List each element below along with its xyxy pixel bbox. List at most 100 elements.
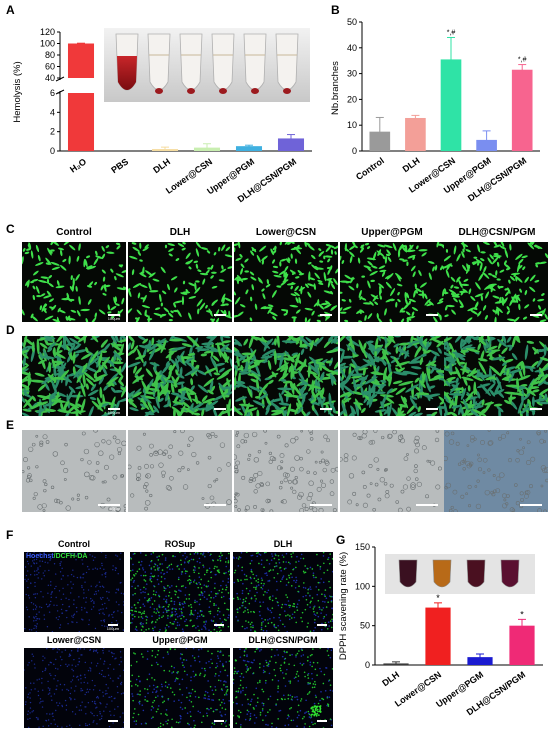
cell-mark: [400, 438, 406, 444]
cell-mark: [95, 590, 97, 593]
cell-mark: [348, 473, 355, 479]
cell-mark: [60, 608, 63, 611]
cell-mark: [178, 603, 181, 606]
cell-mark: [79, 553, 81, 555]
cell-mark: [33, 682, 35, 684]
micrograph: [130, 552, 230, 632]
cell-mark: [226, 674, 229, 677]
cell-mark: [488, 273, 492, 276]
cell-mark: [370, 371, 385, 376]
cell-mark: [138, 701, 140, 704]
cell-mark: [185, 659, 188, 661]
cell-mark: [47, 693, 50, 695]
cell-mark: [465, 391, 474, 403]
cell-mark: [51, 699, 53, 701]
cell-mark: [220, 596, 223, 599]
cell-mark: [297, 269, 303, 275]
cell-mark: [145, 583, 148, 585]
cell-mark: [167, 617, 169, 619]
cell-mark: [51, 713, 53, 715]
micrograph: [234, 336, 338, 416]
cell-mark: [253, 473, 259, 478]
cell-mark: [140, 574, 142, 577]
cell-mark: [255, 574, 258, 577]
cell-mark: [224, 722, 226, 724]
cell-mark: [33, 562, 35, 564]
cell-mark: [398, 380, 414, 386]
cell-mark: [251, 621, 253, 624]
cell-mark: [519, 437, 522, 441]
cell-mark: [98, 450, 104, 456]
cell-mark: [118, 663, 121, 666]
g-y-axis-label: DPPH scavening rate (%): [338, 552, 349, 660]
cell-mark: [188, 296, 197, 299]
cell-mark: [425, 340, 430, 351]
c-image-5: [444, 242, 548, 322]
cell-mark: [225, 586, 228, 589]
cell-mark: [63, 478, 67, 481]
cell-mark: [457, 405, 462, 416]
cell-mark: [543, 440, 546, 444]
cell-mark: [248, 478, 253, 483]
cell-mark: [235, 659, 238, 662]
cell-mark: [477, 453, 480, 457]
b-x-tick-label: Control: [354, 155, 386, 182]
cell-mark: [131, 585, 133, 588]
cell-mark: [430, 460, 436, 466]
cell-mark: [460, 348, 466, 356]
cell-mark: [240, 672, 243, 675]
cell-mark: [84, 607, 86, 609]
cell-mark: [379, 477, 385, 483]
cell-mark: [71, 711, 74, 713]
cell-mark: [190, 609, 193, 612]
cell-mark: [183, 666, 186, 669]
cell-mark: [158, 594, 160, 597]
cell-mark: [532, 408, 536, 416]
cell-mark: [265, 723, 267, 726]
cell-mark: [506, 368, 510, 377]
cell-mark: [414, 464, 418, 468]
cell-mark: [291, 352, 299, 356]
cell-mark: [120, 362, 126, 373]
cell-mark: [151, 603, 154, 605]
cell-mark: [215, 604, 217, 606]
cell-mark: [196, 298, 203, 307]
cell-mark: [90, 336, 99, 343]
cell-mark: [170, 614, 173, 617]
cell-mark: [98, 609, 100, 611]
cell-mark: [463, 368, 470, 374]
cell-mark: [204, 690, 207, 693]
cell-mark: [113, 714, 115, 717]
cell-mark: [32, 616, 35, 618]
cell-mark: [182, 615, 185, 618]
cell-mark: [192, 648, 195, 650]
cell-mark: [136, 570, 139, 573]
cell-mark: [217, 650, 219, 653]
cell-mark: [189, 613, 191, 616]
a-y-tick-label: 4: [50, 107, 55, 117]
cell-mark: [495, 270, 498, 276]
cell-mark: [123, 601, 124, 603]
cell-mark: [445, 482, 452, 489]
cell-mark: [407, 244, 414, 252]
cell-mark: [541, 293, 545, 296]
cell-mark: [303, 716, 305, 718]
cell-mark: [194, 659, 196, 662]
cell-mark: [313, 621, 316, 624]
cell-mark: [85, 713, 87, 715]
cell-mark: [155, 690, 158, 692]
cell-mark: [27, 586, 29, 589]
cell-mark: [392, 242, 397, 251]
cell-mark: [42, 596, 44, 598]
cell-mark: [343, 453, 349, 458]
cell-mark: [195, 627, 197, 629]
cell-mark: [108, 614, 110, 616]
cell-mark: [489, 389, 496, 397]
cell-mark: [450, 293, 456, 296]
cell-mark: [178, 624, 181, 626]
cell-mark: [224, 686, 227, 688]
cell-mark: [105, 284, 111, 288]
cell-mark: [228, 597, 230, 600]
cell-mark: [199, 711, 202, 714]
cell-mark: [119, 675, 121, 677]
